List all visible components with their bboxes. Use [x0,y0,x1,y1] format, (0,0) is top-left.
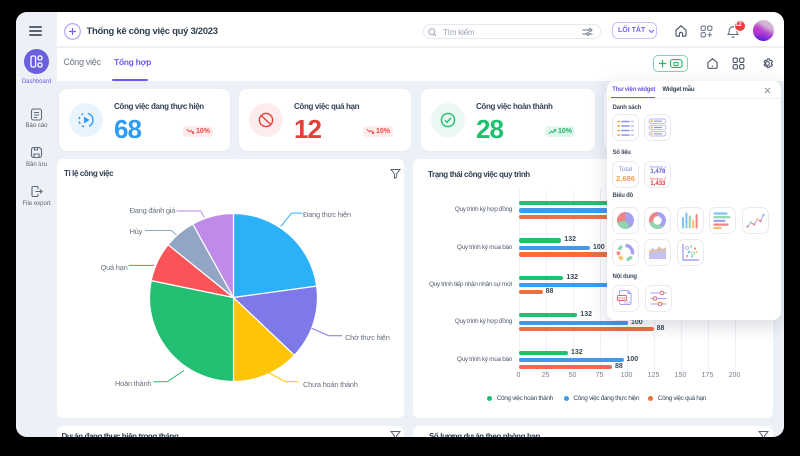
svg-text:</>: </> [624,299,631,304]
svg-text:HTML: HTML [618,296,627,300]
